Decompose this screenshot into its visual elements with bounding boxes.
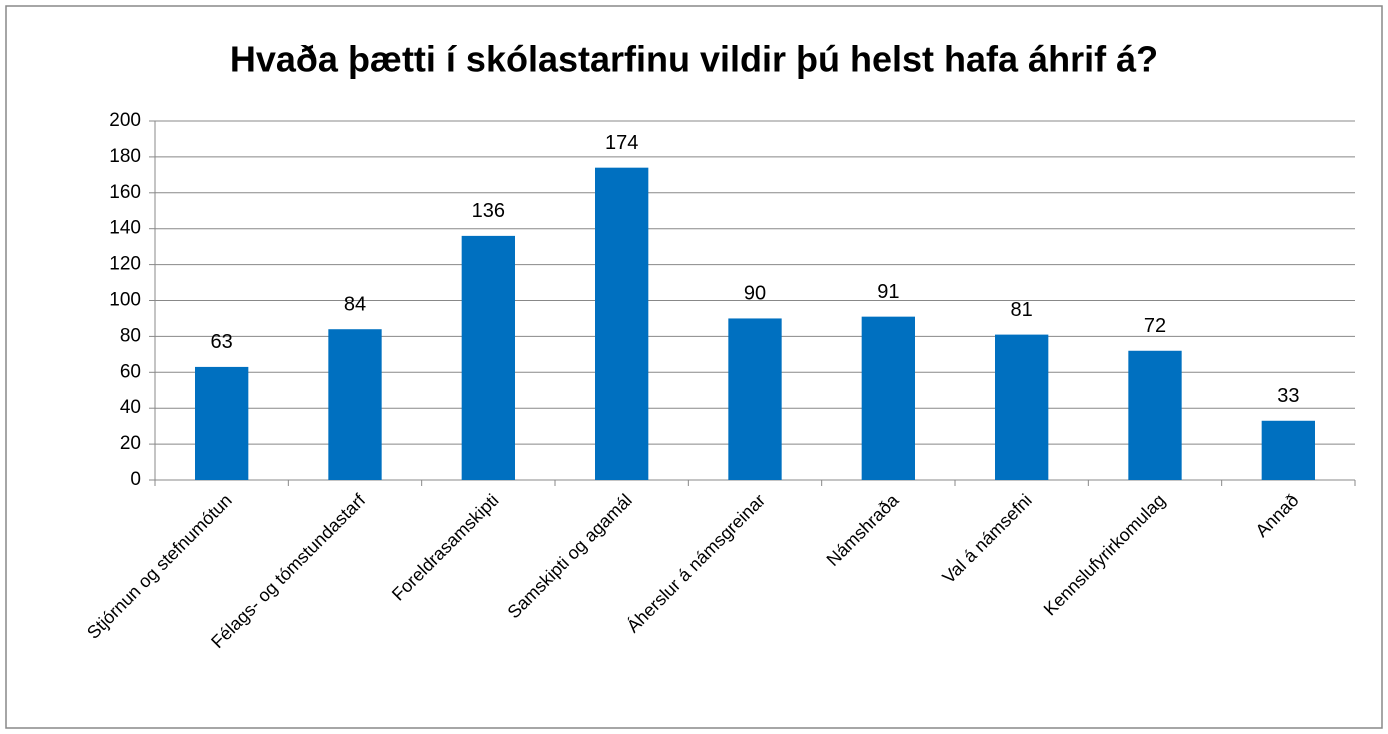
bar	[861, 316, 915, 480]
value-label: 63	[211, 331, 233, 353]
y-tick-label: 160	[109, 182, 141, 203]
value-label: 81	[1011, 299, 1033, 321]
value-label: 72	[1144, 315, 1166, 337]
y-tick-label: 20	[120, 433, 141, 454]
bar	[1128, 350, 1182, 480]
bar	[195, 366, 249, 480]
bar	[1261, 420, 1315, 480]
bar	[995, 334, 1049, 480]
y-tick-label: 80	[120, 325, 141, 346]
y-tick-label: 140	[109, 218, 141, 239]
y-tick-label: 0	[130, 469, 141, 490]
value-label: 91	[877, 281, 899, 303]
value-label: 136	[472, 200, 505, 222]
y-tick-label: 200	[109, 110, 141, 131]
y-tick-label: 60	[120, 361, 141, 382]
y-tick-label: 180	[109, 146, 141, 167]
bar	[728, 318, 782, 480]
bar	[328, 329, 382, 480]
value-label: 90	[744, 283, 766, 305]
y-tick-label: 40	[120, 397, 141, 418]
chart-title: Hvaða þætti í skólastarfinu vildir þú he…	[230, 39, 1158, 80]
value-label: 84	[344, 294, 366, 316]
y-tick-label: 120	[109, 254, 141, 275]
y-tick-label: 100	[109, 290, 141, 311]
value-label: 174	[605, 132, 638, 154]
bar	[461, 235, 515, 480]
bar	[595, 167, 649, 481]
value-label: 33	[1277, 385, 1299, 407]
